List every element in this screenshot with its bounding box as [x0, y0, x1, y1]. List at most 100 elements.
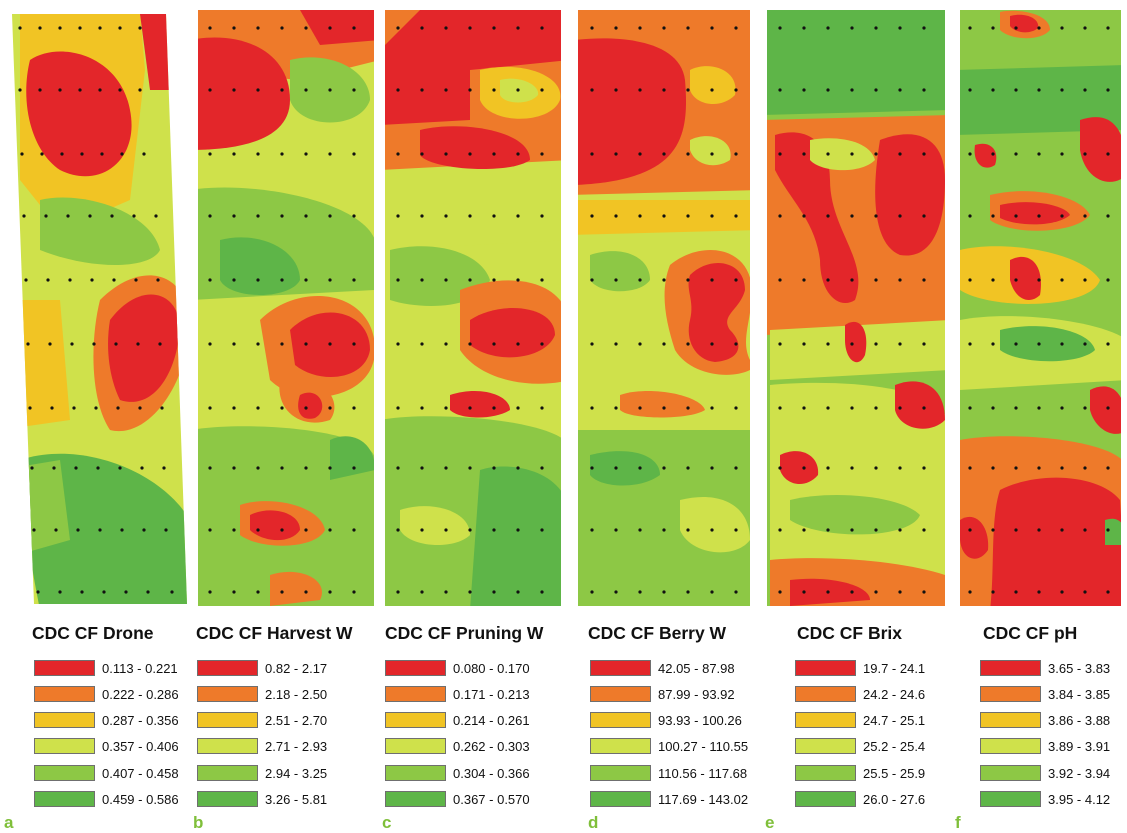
legend-row-b-6: 3.26 - 5.81 [197, 791, 327, 807]
legend-range-label: 25.5 - 25.9 [863, 766, 925, 781]
legend-title-b: CDC CF Harvest W [196, 623, 353, 644]
legend-row-d-2: 87.99 - 93.92 [590, 686, 735, 702]
legend-range-label: 0.287 - 0.356 [102, 713, 179, 728]
legend-range-label: 26.0 - 27.6 [863, 792, 925, 807]
legend-row-c-2: 0.171 - 0.213 [385, 686, 530, 702]
legend-row-f-3: 3.86 - 3.88 [980, 712, 1110, 728]
panel-letter-d: d [588, 813, 598, 833]
legend-swatch [385, 765, 446, 781]
legend-range-label: 3.92 - 3.94 [1048, 766, 1110, 781]
legend-swatch [34, 765, 95, 781]
legend-swatch [590, 791, 651, 807]
legend-row-a-4: 0.357 - 0.406 [34, 738, 179, 754]
panel-letter-a: a [4, 813, 13, 833]
legend-swatch [385, 791, 446, 807]
legend-range-label: 2.18 - 2.50 [265, 687, 327, 702]
legend-swatch [197, 765, 258, 781]
legend-range-label: 0.222 - 0.286 [102, 687, 179, 702]
legend-range-label: 0.080 - 0.170 [453, 661, 530, 676]
legend-title-d: CDC CF Berry W [588, 623, 726, 644]
legend-range-label: 0.407 - 0.458 [102, 766, 179, 781]
legend-row-d-5: 110.56 - 117.68 [590, 765, 747, 781]
legend-swatch [795, 791, 856, 807]
panel-letter-e: e [765, 813, 774, 833]
legend-swatch [590, 738, 651, 754]
legend-row-e-2: 24.2 - 24.6 [795, 686, 925, 702]
legend-range-label: 117.69 - 143.02 [658, 792, 748, 807]
legend-swatch [980, 686, 1041, 702]
legend-row-e-4: 25.2 - 25.4 [795, 738, 925, 754]
legend-range-label: 0.113 - 0.221 [102, 661, 178, 676]
legend-row-e-6: 26.0 - 27.6 [795, 791, 925, 807]
legend-row-d-1: 42.05 - 87.98 [590, 660, 735, 676]
legend-row-d-3: 93.93 - 100.26 [590, 712, 742, 728]
legend-row-b-4: 2.71 - 2.93 [197, 738, 327, 754]
map-ph-zones [955, 0, 1127, 610]
legend-range-label: 100.27 - 110.55 [658, 739, 748, 754]
legend-swatch [197, 660, 258, 676]
legend-row-a-3: 0.287 - 0.356 [34, 712, 179, 728]
legend-swatch [197, 712, 258, 728]
legend-row-e-3: 24.7 - 25.1 [795, 712, 925, 728]
legend-title-e: CDC CF Brix [797, 623, 902, 644]
legend-swatch [590, 686, 651, 702]
legend-row-f-1: 3.65 - 3.83 [980, 660, 1110, 676]
legend-range-label: 0.304 - 0.366 [453, 766, 530, 781]
legend-swatch [795, 686, 856, 702]
legend-title-a: CDC CF Drone [32, 623, 154, 644]
legend-title-f: CDC CF pH [983, 623, 1077, 644]
legend-swatch [34, 791, 95, 807]
legend-range-label: 3.95 - 4.12 [1048, 792, 1110, 807]
legend-row-d-6: 117.69 - 143.02 [590, 791, 748, 807]
legend-swatch [980, 712, 1041, 728]
legend-row-c-4: 0.262 - 0.303 [385, 738, 530, 754]
legend-range-label: 3.26 - 5.81 [265, 792, 327, 807]
legend-row-d-4: 100.27 - 110.55 [590, 738, 748, 754]
legend-swatch [385, 738, 446, 754]
legend-row-c-1: 0.080 - 0.170 [385, 660, 530, 676]
legend-row-a-1: 0.113 - 0.221 [34, 660, 178, 676]
legend-range-label: 3.86 - 3.88 [1048, 713, 1110, 728]
legend-row-a-6: 0.459 - 0.586 [34, 791, 179, 807]
legend-range-label: 19.7 - 24.1 [863, 661, 925, 676]
legend-swatch [590, 712, 651, 728]
legend-range-label: 2.94 - 3.25 [265, 766, 327, 781]
legend-range-label: 25.2 - 25.4 [863, 739, 925, 754]
panel-letter-b: b [193, 813, 203, 833]
legend-swatch [980, 791, 1041, 807]
legend-swatch [980, 765, 1041, 781]
legend-row-e-5: 25.5 - 25.9 [795, 765, 925, 781]
legend-swatch [980, 738, 1041, 754]
legend-range-label: 3.65 - 3.83 [1048, 661, 1110, 676]
legend-row-b-3: 2.51 - 2.70 [197, 712, 327, 728]
legend-swatch [197, 738, 258, 754]
legend-range-label: 0.82 - 2.17 [265, 661, 327, 676]
legend-swatch [34, 660, 95, 676]
legend-range-label: 0.459 - 0.586 [102, 792, 179, 807]
legend-row-c-5: 0.304 - 0.366 [385, 765, 530, 781]
legend-row-b-1: 0.82 - 2.17 [197, 660, 327, 676]
legend-row-f-4: 3.89 - 3.91 [980, 738, 1110, 754]
legend-range-label: 3.84 - 3.85 [1048, 687, 1110, 702]
legend-swatch [197, 791, 258, 807]
legend-swatch [795, 765, 856, 781]
legend-swatch [34, 738, 95, 754]
legend-range-label: 0.357 - 0.406 [102, 739, 179, 754]
legend-range-label: 0.367 - 0.570 [453, 792, 530, 807]
legend-row-f-6: 3.95 - 4.12 [980, 791, 1110, 807]
legend-swatch [980, 660, 1041, 676]
legend-swatch [795, 660, 856, 676]
legend-range-label: 42.05 - 87.98 [658, 661, 735, 676]
panel-letter-c: c [382, 813, 391, 833]
legend-row-f-2: 3.84 - 3.85 [980, 686, 1110, 702]
legend-range-label: 0.214 - 0.261 [453, 713, 530, 728]
legend-swatch [795, 712, 856, 728]
legend-range-label: 24.7 - 25.1 [863, 713, 925, 728]
legend-swatch [197, 686, 258, 702]
legend-range-label: 87.99 - 93.92 [658, 687, 735, 702]
legend-row-c-6: 0.367 - 0.570 [385, 791, 530, 807]
legend-range-label: 2.71 - 2.93 [265, 739, 327, 754]
legend-row-a-2: 0.222 - 0.286 [34, 686, 179, 702]
legend-row-b-2: 2.18 - 2.50 [197, 686, 327, 702]
legend-range-label: 3.89 - 3.91 [1048, 739, 1110, 754]
